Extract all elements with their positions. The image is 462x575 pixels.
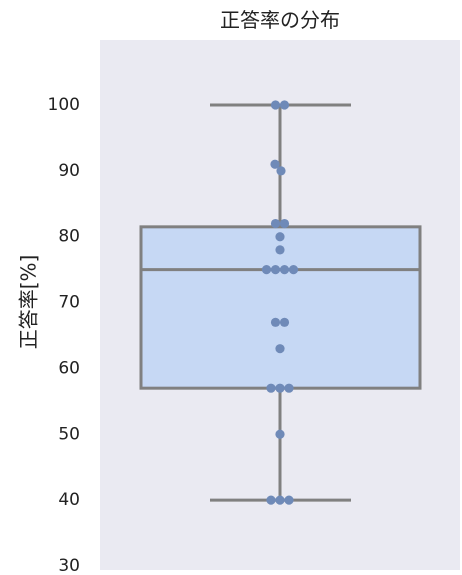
data-point [266, 383, 276, 393]
y-tick-label: 80 [58, 227, 80, 247]
data-point [276, 166, 286, 176]
data-point [279, 317, 290, 327]
y-tick-label: 40 [58, 490, 80, 510]
data-points [261, 100, 299, 505]
data-point [270, 265, 281, 275]
data-point [270, 317, 281, 327]
y-tick-label: 50 [58, 424, 80, 444]
data-point [284, 495, 294, 505]
data-point [279, 218, 290, 229]
data-point [288, 265, 299, 275]
data-point [275, 232, 285, 242]
data-point [279, 100, 290, 110]
y-tick-label: 70 [58, 293, 80, 313]
data-point [266, 495, 276, 505]
data-point [275, 344, 285, 354]
y-axis-ticks: 100 90 80 70 60 50 40 30 [48, 95, 80, 575]
y-axis-label: 正答率[%] [17, 255, 41, 350]
chart-title: 正答率の分布 [220, 8, 340, 32]
data-point [275, 429, 285, 439]
data-point [279, 265, 290, 275]
data-point [270, 100, 281, 110]
data-point [275, 245, 285, 255]
y-tick-label: 30 [58, 556, 80, 575]
data-point [275, 383, 285, 393]
data-point [275, 495, 285, 505]
y-tick-label: 60 [58, 358, 80, 378]
y-tick-label: 90 [58, 161, 80, 181]
data-point [270, 159, 280, 169]
y-tick-label: 100 [48, 95, 80, 115]
data-point [261, 265, 272, 275]
data-point [270, 218, 281, 229]
data-point [284, 383, 294, 393]
